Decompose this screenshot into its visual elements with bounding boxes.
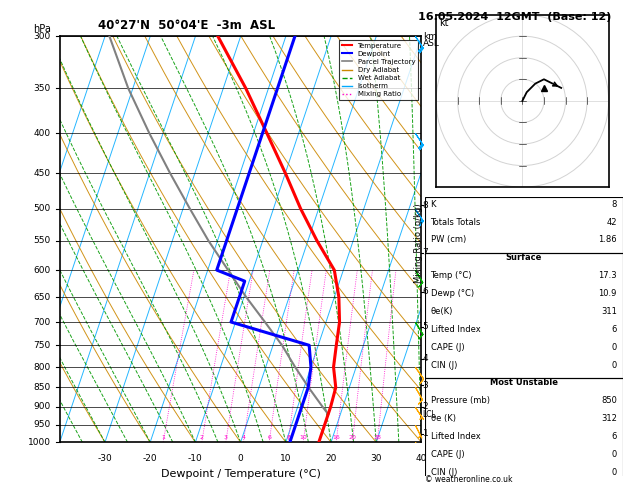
Text: 4: 4 (423, 354, 428, 363)
Text: 4: 4 (242, 435, 245, 440)
Bar (425, 379, 623, 486)
Text: Surface: Surface (506, 253, 542, 262)
Text: 300: 300 (33, 32, 51, 41)
Text: hPa: hPa (33, 24, 51, 35)
Legend: Temperature, Dewpoint, Parcel Trajectory, Dry Adiabat, Wet Adiabat, Isotherm, Mi: Temperature, Dewpoint, Parcel Trajectory… (339, 40, 418, 100)
Text: CAPE (J): CAPE (J) (430, 450, 464, 459)
Text: 1: 1 (161, 435, 165, 440)
Text: 6: 6 (611, 432, 617, 441)
Text: 28: 28 (374, 435, 381, 440)
Text: PW (cm): PW (cm) (430, 235, 465, 244)
Text: Lifted Index: Lifted Index (430, 432, 481, 441)
Text: 10: 10 (280, 454, 292, 464)
Text: ASL: ASL (423, 39, 440, 48)
Text: 600: 600 (33, 265, 51, 275)
Text: 0: 0 (238, 454, 243, 464)
Text: 650: 650 (33, 293, 51, 301)
Text: 850: 850 (33, 383, 51, 392)
Text: CIN (J): CIN (J) (430, 468, 457, 477)
Text: 8: 8 (611, 200, 617, 208)
Text: 5: 5 (423, 322, 428, 331)
Text: Most Unstable: Most Unstable (489, 379, 558, 387)
Bar (425, 253, 623, 379)
Text: 0: 0 (611, 468, 617, 477)
Text: 400: 400 (33, 129, 51, 138)
Text: © weatheronline.co.uk: © weatheronline.co.uk (425, 474, 512, 484)
Text: CAPE (J): CAPE (J) (430, 343, 464, 352)
Text: 550: 550 (33, 236, 51, 245)
Text: 6: 6 (267, 435, 271, 440)
Text: km: km (423, 32, 437, 41)
Text: 900: 900 (33, 402, 51, 411)
Bar (425, 197, 623, 253)
Text: 40: 40 (416, 454, 427, 464)
Text: 750: 750 (33, 341, 51, 350)
Text: 0: 0 (611, 361, 617, 369)
Text: 17.3: 17.3 (598, 271, 617, 280)
Text: Totals Totals: Totals Totals (430, 218, 481, 226)
Text: 800: 800 (33, 363, 51, 372)
Text: -20: -20 (143, 454, 157, 464)
Text: CIN (J): CIN (J) (430, 361, 457, 369)
Text: 42: 42 (606, 218, 617, 226)
Text: θe(K): θe(K) (430, 307, 453, 316)
Text: 6: 6 (611, 325, 617, 334)
Text: 350: 350 (33, 84, 51, 93)
Text: K: K (430, 200, 436, 208)
Text: 20: 20 (348, 435, 356, 440)
Text: 1000: 1000 (28, 438, 51, 447)
Text: Lifted Index: Lifted Index (430, 325, 481, 334)
Text: 950: 950 (33, 420, 51, 430)
Text: 30: 30 (370, 454, 382, 464)
Text: 450: 450 (33, 169, 51, 177)
Text: 20: 20 (325, 454, 337, 464)
Text: -30: -30 (97, 454, 113, 464)
Text: kt: kt (440, 18, 449, 28)
Text: 3: 3 (423, 381, 428, 390)
Text: 10: 10 (299, 435, 307, 440)
Text: Mixing Ratio (g/kg): Mixing Ratio (g/kg) (414, 203, 423, 283)
Text: 2: 2 (423, 402, 428, 411)
Text: 0: 0 (611, 450, 617, 459)
Text: 1: 1 (423, 429, 428, 438)
Text: 312: 312 (601, 414, 617, 423)
Text: 40°27'N  50°04'E  -3m  ASL: 40°27'N 50°04'E -3m ASL (97, 19, 275, 33)
Text: 16.05.2024  12GMT  (Base: 12): 16.05.2024 12GMT (Base: 12) (418, 12, 611, 22)
Text: Dewp (°C): Dewp (°C) (430, 289, 474, 298)
Text: 10.9: 10.9 (598, 289, 617, 298)
Text: Pressure (mb): Pressure (mb) (430, 397, 489, 405)
Text: 1.86: 1.86 (598, 235, 617, 244)
Text: 311: 311 (601, 307, 617, 316)
Text: θe (K): θe (K) (430, 414, 455, 423)
Text: 8: 8 (423, 201, 428, 210)
Text: Dewpoint / Temperature (°C): Dewpoint / Temperature (°C) (160, 469, 321, 479)
Text: LCL: LCL (423, 410, 437, 418)
Text: 16: 16 (332, 435, 340, 440)
Text: 2: 2 (200, 435, 204, 440)
Text: 500: 500 (33, 204, 51, 213)
Text: 6: 6 (423, 287, 428, 296)
Text: Temp (°C): Temp (°C) (430, 271, 472, 280)
Text: -10: -10 (188, 454, 203, 464)
Text: 8: 8 (286, 435, 290, 440)
Text: 850: 850 (601, 397, 617, 405)
Text: 7: 7 (423, 248, 428, 257)
Text: 700: 700 (33, 317, 51, 327)
Text: 0: 0 (611, 343, 617, 352)
Text: 3: 3 (224, 435, 228, 440)
